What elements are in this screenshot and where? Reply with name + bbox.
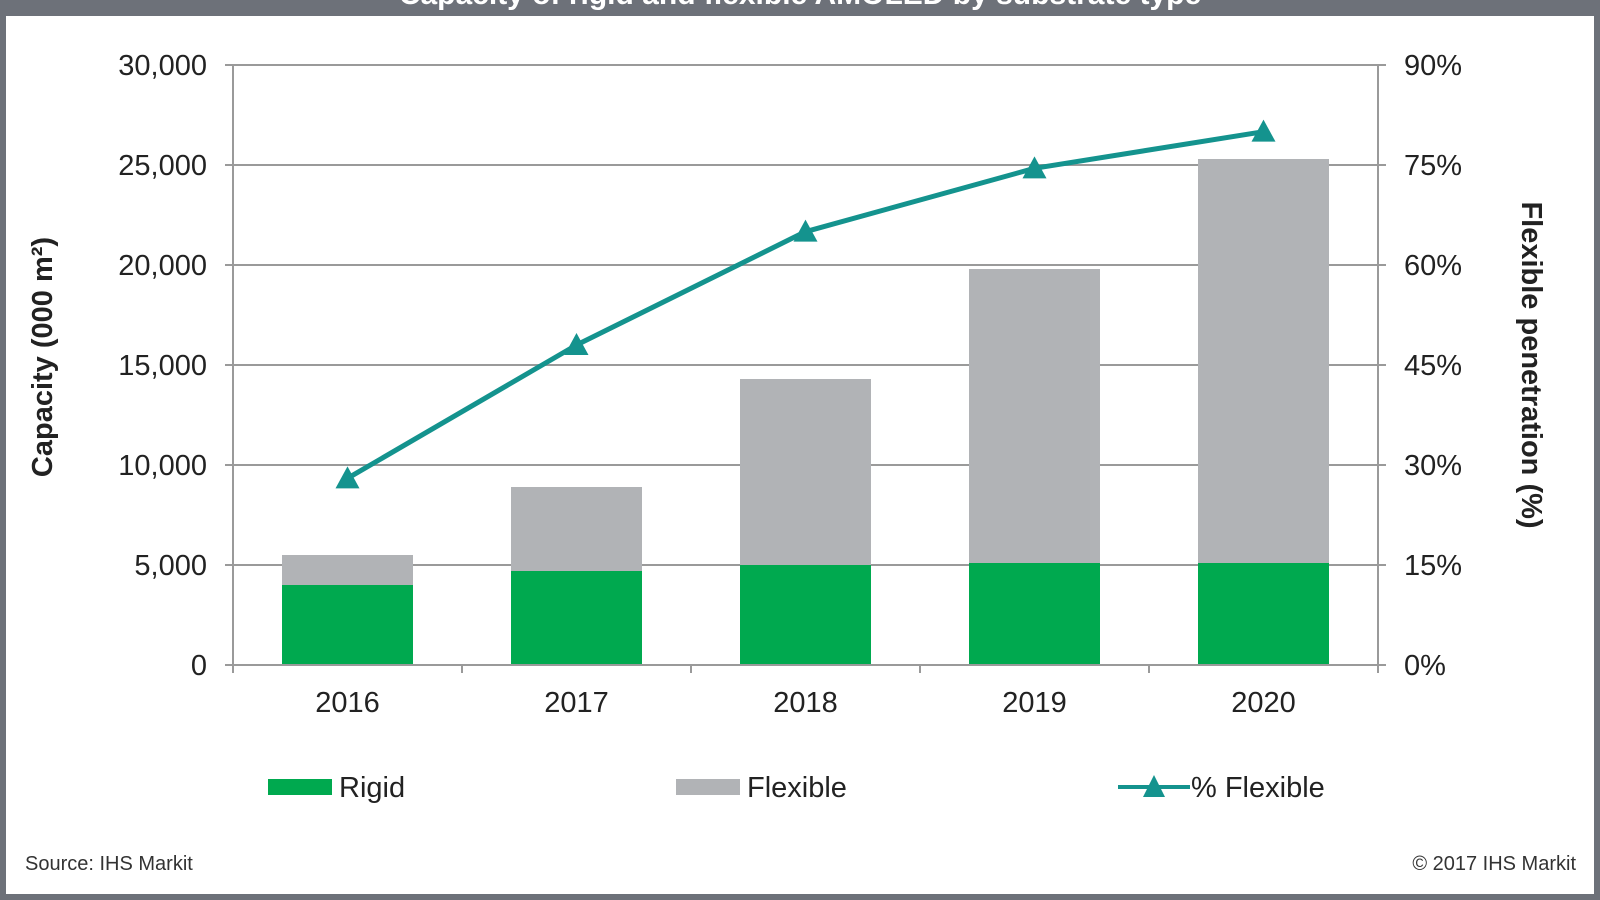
x-tick-label: 2017 [544,687,609,719]
point-percent-2020 [1251,119,1276,142]
y2-tick-label: 90% [1404,50,1462,82]
y-tick-label: 5,000 [134,550,207,582]
chart-title: Capacity of rigid and flexible AMOLED by… [399,0,1201,11]
bar-rigid-2017 [511,571,642,665]
y2-axis-title: Flexible penetration (%) [1515,201,1547,528]
source-note: Source: IHS Markit [25,853,193,875]
axes [225,64,1386,673]
bar-flexible-2020 [1198,159,1329,563]
penetration-line [335,119,1276,489]
y2-tick-label: 15% [1404,550,1462,582]
point-percent-2017 [564,333,589,355]
copyright-note: © 2017 IHS Markit [1412,853,1576,875]
x-tick-label: 2020 [1231,687,1296,719]
y2-tick-label: 0% [1404,650,1446,682]
bar-rigid-2016 [282,585,413,665]
legend-percent-label: % Flexible [1191,772,1325,804]
x-tick-label: 2018 [773,687,838,719]
title-bar [0,0,1600,16]
y-tick-label: 25,000 [118,150,207,182]
legend-rigid-swatch [268,779,332,795]
bar-flexible-2017 [511,487,642,571]
bar-flexible-2019 [969,269,1100,563]
legend-flexible-label: Flexible [747,772,847,804]
y2-tick-label: 30% [1404,450,1462,482]
y-tick-label: 30,000 [118,50,207,82]
x-tick-label: 2019 [1002,687,1067,719]
y-tick-label: 20,000 [118,250,207,282]
y2-tick-label: 60% [1404,250,1462,282]
y-axis-title: Capacity (000 m²) [27,237,59,477]
y-tick-label: 15,000 [118,350,207,382]
x-tick-label: 2016 [315,687,380,719]
bars [282,159,1329,665]
y2-tick-label: 75% [1404,150,1462,182]
point-percent-2019 [1022,156,1047,179]
y2-tick-label: 45% [1404,350,1462,382]
y-tick-label: 10,000 [118,450,207,482]
point-percent-2016 [335,466,360,489]
legend-rigid-label: Rigid [339,772,405,804]
legend-line-marker [1143,775,1165,797]
bar-rigid-2019 [969,563,1100,665]
legend-flexible-swatch [676,779,740,795]
bar-flexible-2018 [740,379,871,565]
legend: Rigid Flexible % Flexible [268,772,1325,804]
bar-flexible-2016 [282,555,413,585]
point-percent-2018 [793,219,818,242]
bar-rigid-2020 [1198,563,1329,665]
tick-labels: 30,000 90% 25,000 75% 20,000 60% 15,000 45% 10,0… [118,50,1462,719]
bar-rigid-2018 [740,565,871,665]
y-tick-label: 0 [191,650,207,682]
